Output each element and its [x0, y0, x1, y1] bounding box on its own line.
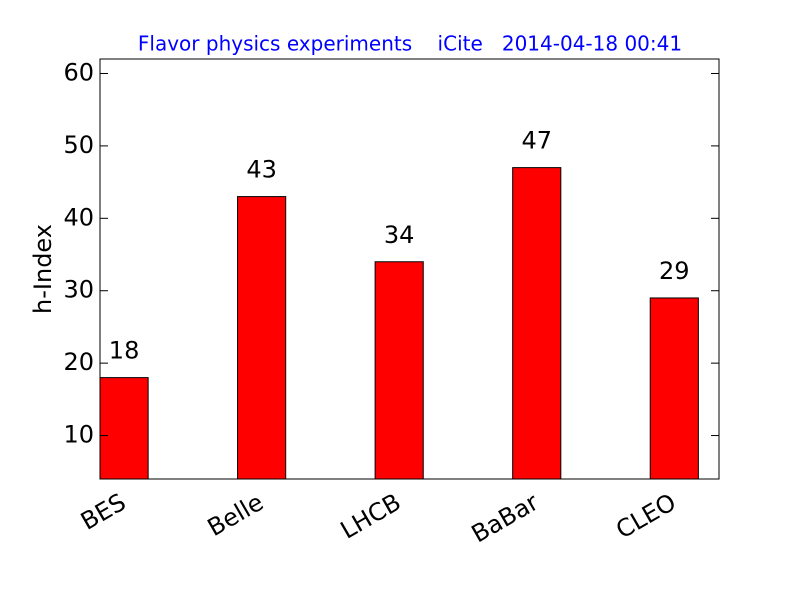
x-tick-label: LHCB: [336, 488, 406, 545]
value-label: 43: [246, 156, 277, 184]
chart-title: Flavor physics experiments iCite 2014-04…: [138, 32, 682, 56]
y-tick-label: 50: [63, 131, 94, 159]
y-tick-label: 40: [63, 203, 94, 231]
x-tick-label: CLEO: [611, 488, 681, 544]
bar: [374, 261, 424, 480]
y-tick-label: 10: [63, 421, 94, 449]
bar: [237, 196, 287, 480]
x-tick-label: BES: [76, 488, 131, 536]
bar: [512, 167, 562, 480]
value-label: 18: [109, 337, 140, 365]
value-label: 29: [659, 257, 690, 285]
value-label: 47: [521, 127, 552, 155]
value-label: 34: [384, 221, 415, 249]
y-tick-label: 60: [63, 58, 94, 86]
y-tick-label: 30: [63, 276, 94, 304]
bar: [99, 377, 149, 480]
y-tick-label: 20: [63, 348, 94, 376]
bar: [649, 297, 699, 480]
x-tick-label: Belle: [203, 488, 268, 542]
x-tick-label: BaBar: [467, 488, 544, 548]
axes-frame: [99, 58, 720, 480]
y-axis-label: h-Index: [29, 224, 57, 314]
